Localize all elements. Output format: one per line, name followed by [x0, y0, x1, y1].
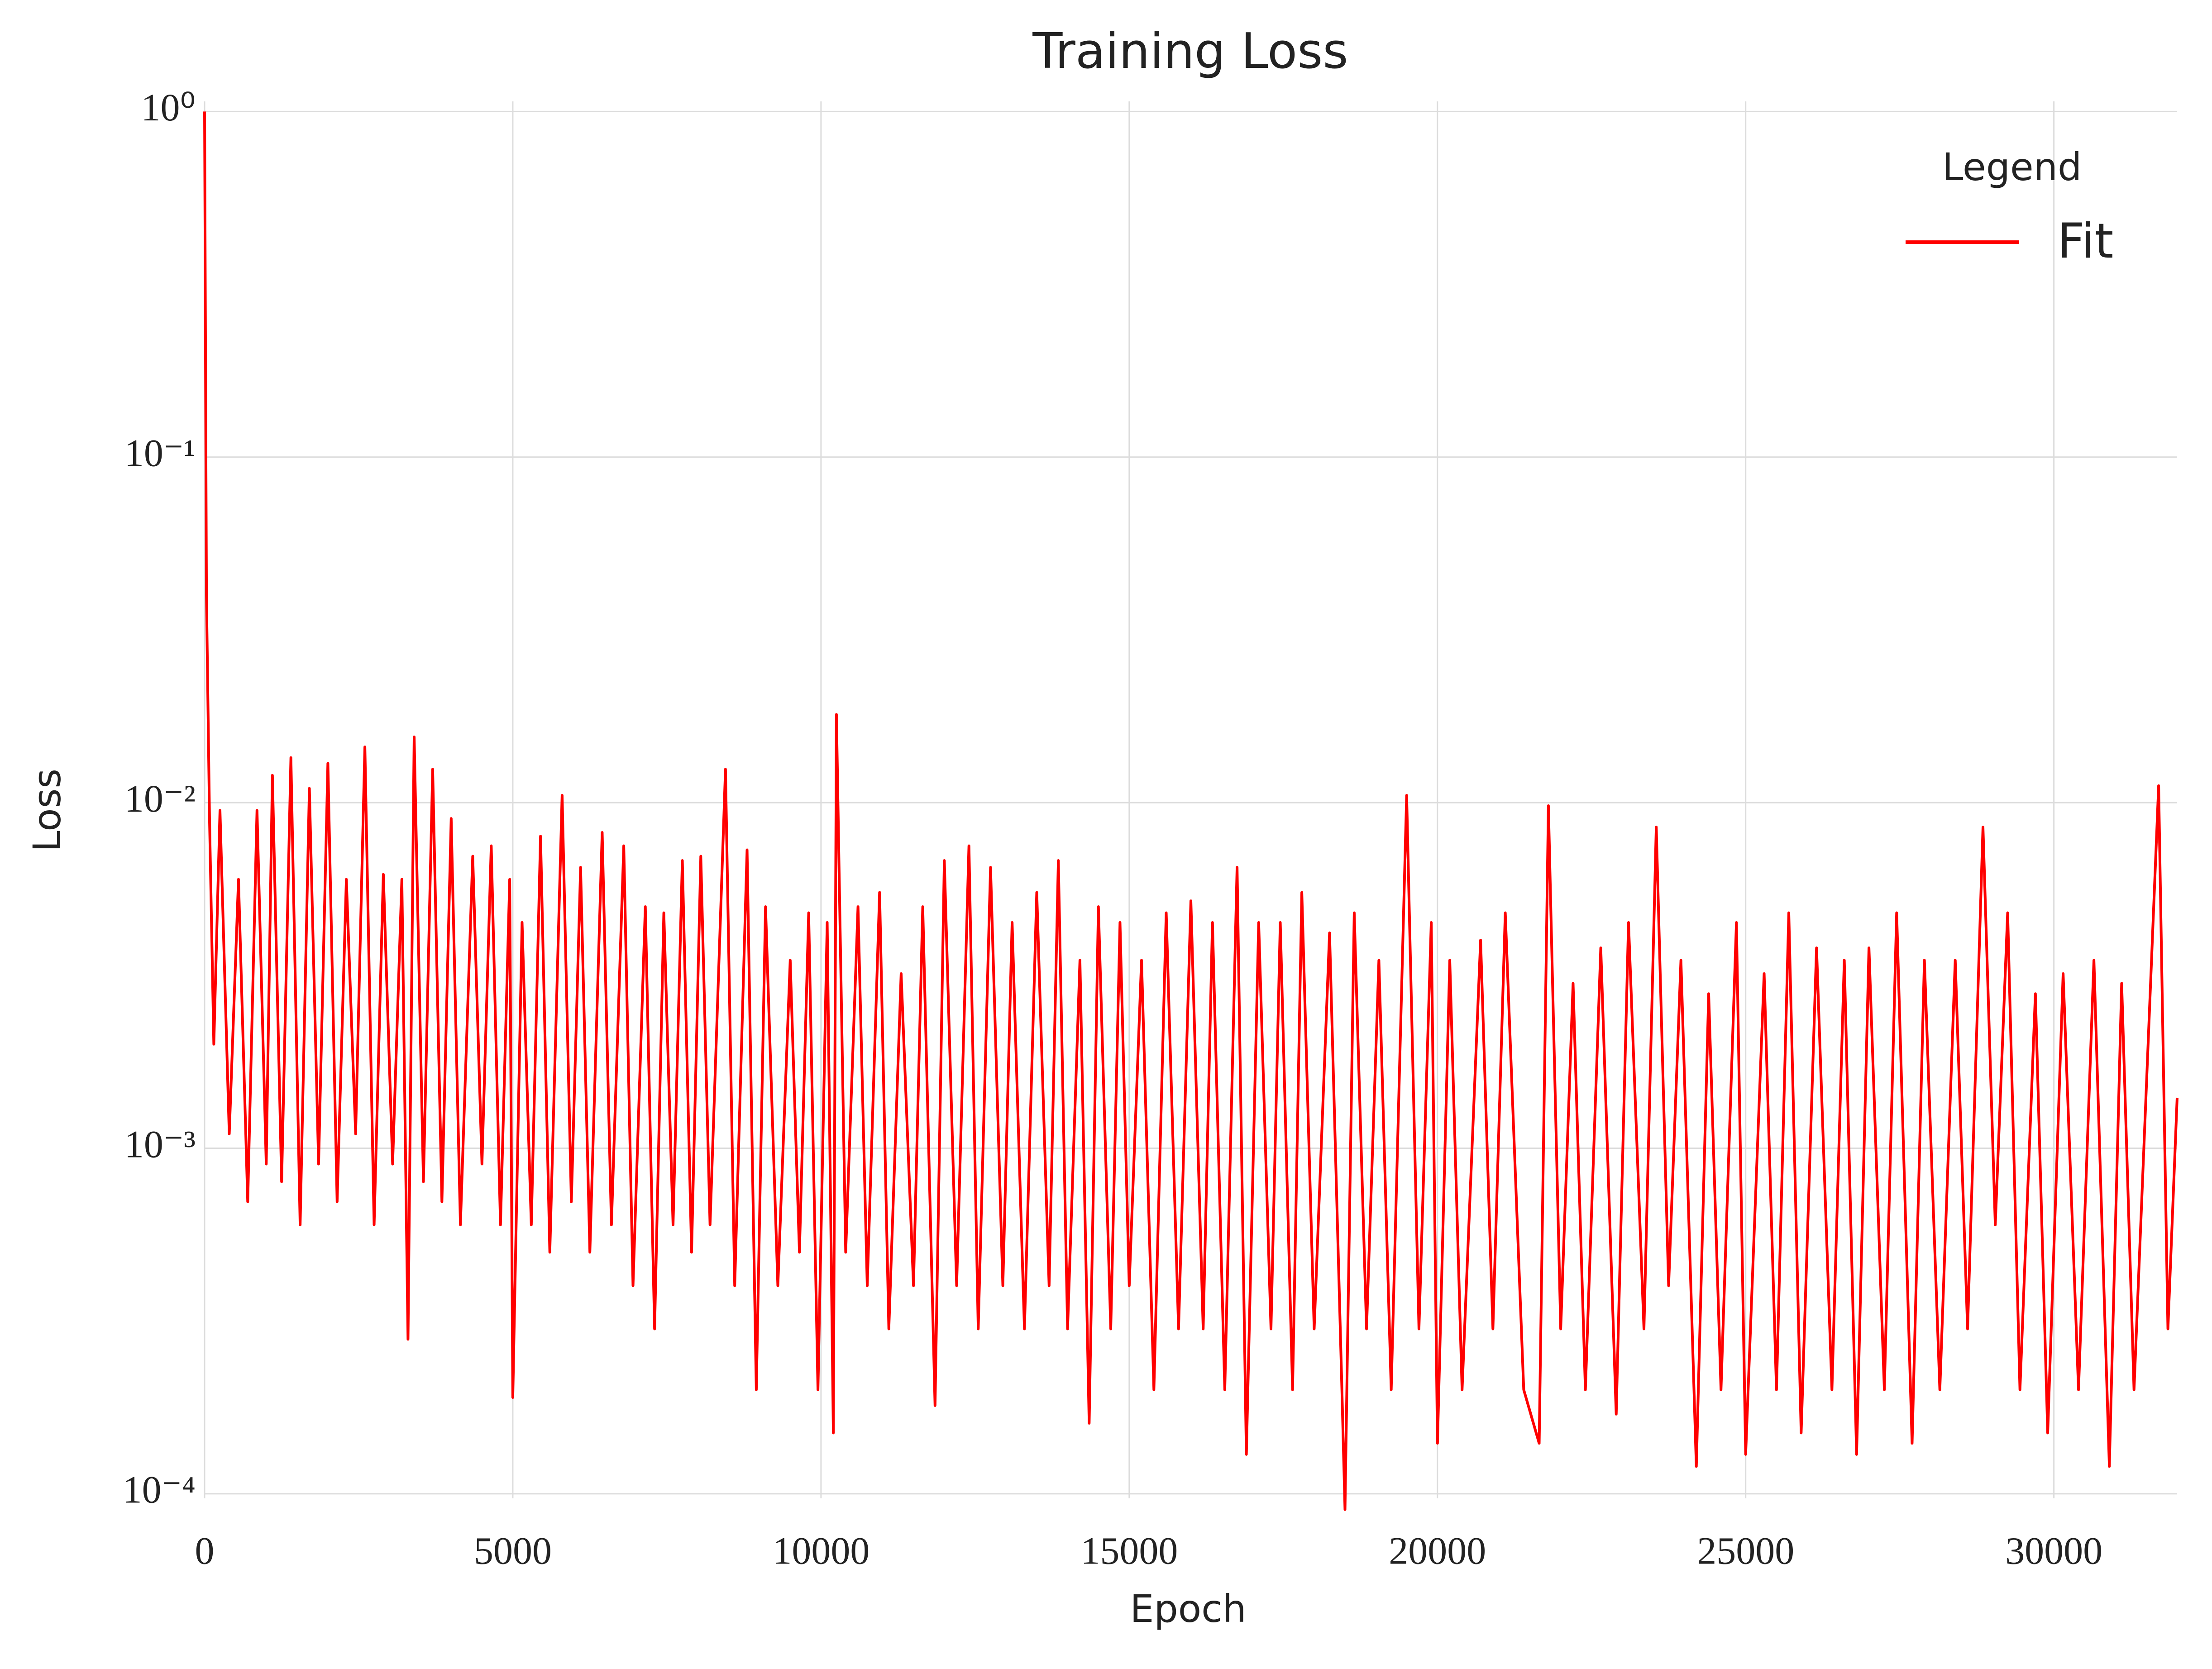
y-tick-label: 10⁻⁴ [123, 1468, 196, 1511]
legend: Legend Fit [1906, 145, 2113, 269]
x-tick-label: 0 [195, 1529, 215, 1573]
y-tick-label: 10⁻³ [124, 1122, 196, 1166]
x-tick-label: 5000 [474, 1529, 552, 1573]
y-tick-label: 10⁻¹ [124, 431, 196, 475]
y-axis-label: Loss [25, 769, 69, 852]
x-tick-label: 15000 [1080, 1529, 1178, 1573]
legend-title: Legend [1942, 145, 2082, 189]
x-tick-label: 10000 [772, 1529, 870, 1573]
chart-title: Training Loss [1032, 23, 1348, 80]
y-tick-label: 10⁰ [141, 86, 196, 129]
x-axis-label: Epoch [1130, 1587, 1246, 1631]
x-tick-label: 25000 [1697, 1529, 1794, 1573]
x-tick-label: 30000 [2005, 1529, 2102, 1573]
legend-label: Fit [2057, 213, 2113, 269]
plot-area [203, 111, 2179, 1511]
grid: 0 5000 10000 15000 20000 25000 30000 10⁰ 10⁻¹ 10⁻… [123, 86, 2177, 1573]
y-tick-label: 10⁻² [124, 777, 196, 820]
line-series [203, 111, 2179, 1511]
x-tick-label: 20000 [1389, 1529, 1486, 1573]
